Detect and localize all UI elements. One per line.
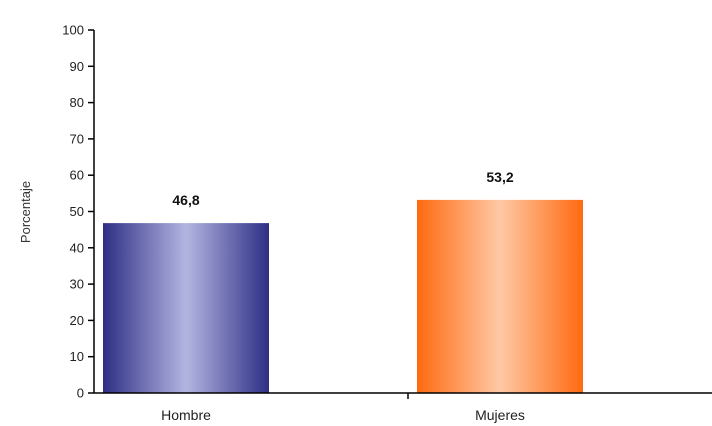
y-axis-ticks: 0 10 20 30 40 50 60 70 80 90 100 [62,23,94,401]
y-tick-label: 90 [70,59,84,74]
y-tick-label: 20 [70,313,84,328]
bar-mujeres [417,199,583,393]
category-label-mujeres: Mujeres [475,407,525,423]
bar-hombre [103,223,269,393]
y-tick-label: 40 [70,240,84,255]
y-tick-label: 10 [70,349,84,364]
y-tick-label: 100 [62,23,84,38]
y-tick-label: 50 [70,204,84,219]
y-tick-label: 30 [70,277,84,292]
y-axis-title: Porcentaje [18,181,33,243]
bars: 46,8 53,2 [103,169,583,393]
data-label-mujeres: 53,2 [486,169,513,185]
y-tick-label: 0 [77,386,84,401]
y-tick-label: 70 [70,131,84,146]
y-tick-label: 80 [70,95,84,110]
data-label-hombre: 46,8 [172,192,199,208]
x-axis-labels: Hombre Mujeres [161,407,525,423]
category-label-hombre: Hombre [161,407,211,423]
y-tick-label: 60 [70,168,84,183]
